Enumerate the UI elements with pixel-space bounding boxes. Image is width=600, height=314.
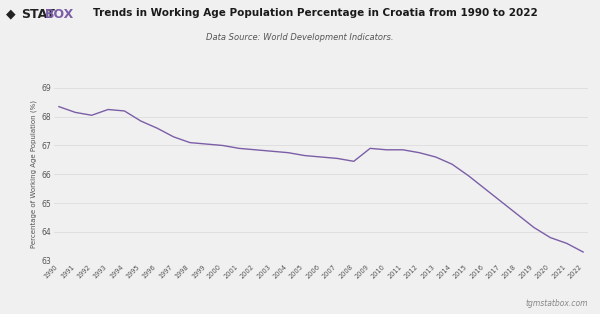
Text: Trends in Working Age Population Percentage in Croatia from 1990 to 2022: Trends in Working Age Population Percent…	[93, 8, 538, 18]
Text: ◆: ◆	[6, 8, 16, 21]
Text: Data Source: World Development Indicators.: Data Source: World Development Indicator…	[206, 33, 394, 42]
Text: STAT: STAT	[21, 8, 55, 21]
Y-axis label: Percentage of Working Age Population (%): Percentage of Working Age Population (%)	[31, 100, 37, 248]
Text: BOX: BOX	[45, 8, 74, 21]
Text: tgmstatbox.com: tgmstatbox.com	[526, 299, 588, 308]
